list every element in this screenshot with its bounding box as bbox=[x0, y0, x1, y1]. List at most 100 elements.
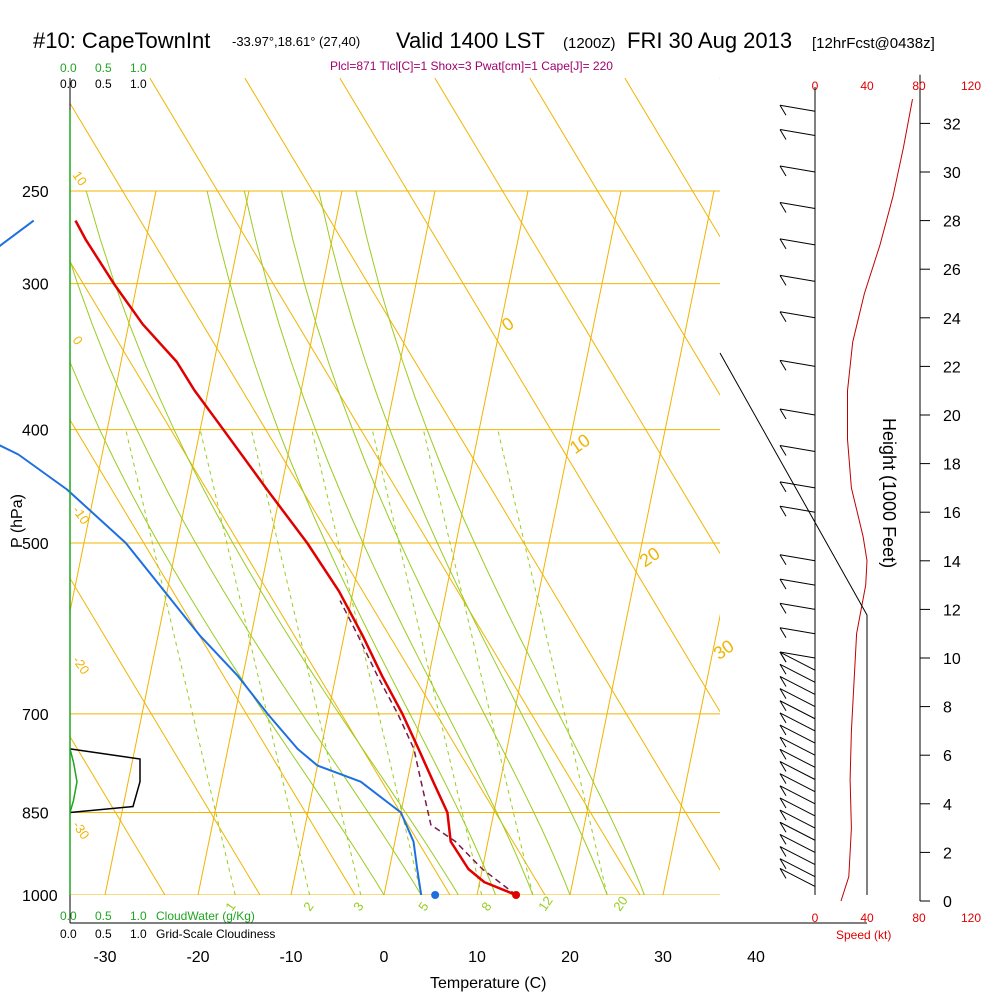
wind-barb bbox=[779, 809, 816, 829]
wind-barb bbox=[779, 736, 816, 756]
adiabat-line bbox=[70, 103, 546, 895]
adiabat-line bbox=[70, 419, 356, 895]
pressure-tick-label: 300 bbox=[22, 277, 49, 294]
zulu-time: (1200Z) bbox=[563, 35, 616, 52]
wind-barb bbox=[779, 688, 816, 708]
wind-barb-feather bbox=[779, 834, 787, 845]
wind-barb-feather bbox=[779, 664, 787, 675]
adiabat-line bbox=[624, 78, 720, 237]
mixing-ratio-label: 12 bbox=[535, 893, 556, 913]
surface-temperature-marker bbox=[512, 891, 521, 899]
height-tick-label: 20 bbox=[943, 408, 961, 425]
mixing-ratio-label: 3 bbox=[350, 899, 366, 914]
wind-barb bbox=[779, 554, 816, 562]
wind-barb bbox=[779, 700, 816, 720]
height-tick-label: 18 bbox=[943, 457, 961, 474]
wind-barb-feather bbox=[779, 202, 787, 213]
wind-barb bbox=[779, 311, 816, 319]
moist-adiabat bbox=[355, 190, 645, 895]
wind-barb-feather bbox=[779, 578, 787, 590]
adiabat-label: 0 bbox=[70, 333, 86, 348]
isotherm-line bbox=[942, 191, 1000, 895]
wind-barb bbox=[779, 833, 816, 853]
mixing-ratio-line bbox=[497, 429, 608, 895]
cloudiness-tick-bottom: 0.0 bbox=[60, 927, 77, 941]
wind-barb bbox=[779, 676, 816, 695]
isotherm-line bbox=[756, 191, 900, 895]
pressure-tick-label: 500 bbox=[22, 536, 49, 553]
wind-barb bbox=[779, 238, 816, 246]
wind-barb-feather bbox=[779, 821, 787, 833]
wind-barb-feather bbox=[779, 165, 787, 177]
height-tick-label: 24 bbox=[943, 311, 961, 328]
moist-adiabat bbox=[85, 190, 459, 895]
wind-barb bbox=[779, 627, 816, 635]
wind-barb bbox=[779, 724, 816, 744]
speed-tick-label-bottom: 0 bbox=[812, 911, 819, 925]
cloudiness-tick-top: 1.0 bbox=[130, 77, 147, 91]
wind-barb-feather bbox=[779, 104, 787, 116]
temperature-tick-label: 20 bbox=[561, 949, 579, 966]
moist-adiabat bbox=[206, 190, 497, 895]
height-tick-label: 0 bbox=[943, 894, 952, 911]
wind-barb bbox=[779, 359, 816, 367]
height-tick-label: 28 bbox=[943, 214, 961, 231]
wind-barb-feather bbox=[779, 712, 787, 724]
adiabat-line bbox=[149, 78, 641, 895]
wind-barb-feather bbox=[779, 736, 787, 748]
isotherm-line bbox=[197, 190, 343, 895]
height-tick-label: 14 bbox=[943, 554, 961, 571]
temperature-tick-label: -20 bbox=[186, 949, 209, 966]
wind-barb bbox=[779, 651, 816, 671]
wind-barb bbox=[779, 858, 816, 878]
cloudiness-tick-bottom: 0.5 bbox=[95, 927, 112, 941]
height-axis-label: Height (1000 Feet) bbox=[879, 418, 899, 568]
height-tick-label: 2 bbox=[943, 845, 952, 862]
forecast-run: [12hrFcst@0438z] bbox=[812, 35, 935, 52]
station-title: #10: CapeTownInt bbox=[33, 28, 210, 53]
page-title: #10: CapeTownInt -33.97°,18.61° (27,40) … bbox=[33, 28, 935, 73]
plot-grid-clipped bbox=[70, 78, 1000, 895]
pressure-tick-label: 250 bbox=[22, 184, 49, 201]
moist-adiabat bbox=[243, 190, 534, 895]
cloudwater-profile-line bbox=[69, 748, 78, 813]
temperature-profile-line bbox=[74, 220, 517, 897]
speed-tick-label-top: 40 bbox=[860, 79, 874, 93]
isotherm-label: 20 bbox=[636, 543, 664, 571]
speed-tick-label-top: 120 bbox=[961, 79, 981, 93]
mixing-ratio-line bbox=[311, 429, 422, 895]
pressure-tick-label: 850 bbox=[22, 805, 49, 822]
wind-barb-feather bbox=[779, 868, 787, 879]
temperature-tick-label: 40 bbox=[747, 949, 765, 966]
wind-barb bbox=[779, 578, 816, 586]
speed-tick-label-bottom: 80 bbox=[912, 911, 926, 925]
cloudiness-tick-top: 0.0 bbox=[60, 77, 77, 91]
height-tick-label: 26 bbox=[943, 262, 961, 279]
dewpoint-profile-line bbox=[0, 219, 423, 896]
wind-barb-feather bbox=[779, 408, 787, 420]
wind-barb bbox=[779, 104, 816, 112]
temperature-tick-label: 0 bbox=[380, 949, 389, 966]
wind-speed-line bbox=[840, 99, 913, 902]
moist-adiabat bbox=[70, 258, 422, 895]
mixing-ratio-line bbox=[125, 429, 236, 895]
wind-barb-feather bbox=[779, 481, 787, 493]
cloudwater-tick-bottom: 1.0 bbox=[130, 909, 147, 923]
adiabat-label: -10 bbox=[70, 503, 93, 527]
wind-barb-feather bbox=[779, 275, 787, 286]
temperature-tick-label: -30 bbox=[93, 949, 116, 966]
wind-barb-feather bbox=[779, 749, 787, 760]
wind-barb-feather bbox=[779, 238, 787, 250]
pressure-tick-label: 1000 bbox=[22, 888, 58, 905]
mixing-ratio-line bbox=[199, 429, 311, 895]
height-tick-label: 16 bbox=[943, 505, 961, 522]
moist-adiabat bbox=[281, 190, 571, 895]
wind-barb bbox=[779, 846, 816, 865]
pressure-tick-label: 700 bbox=[22, 707, 49, 724]
wind-barb bbox=[779, 444, 816, 452]
mixing-ratio-line bbox=[422, 429, 534, 895]
isotherm-label: 30 bbox=[710, 636, 738, 664]
cloudiness-profile-line bbox=[69, 748, 141, 814]
cloudwater-tick-top: 1.0 bbox=[130, 61, 147, 75]
